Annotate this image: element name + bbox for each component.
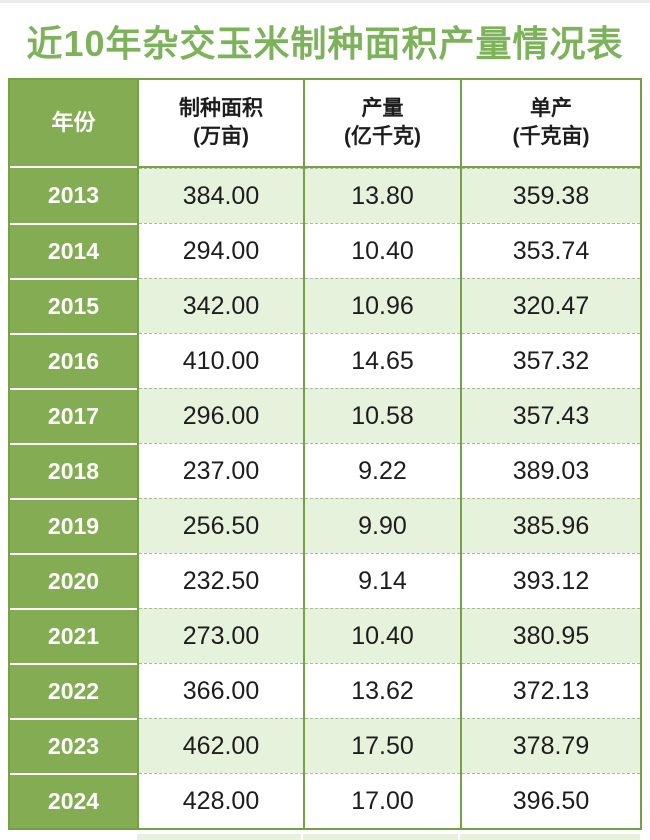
- yield-value: 353.74: [462, 223, 640, 278]
- table-row: 2024 428.00 17.00 396.50: [10, 773, 640, 828]
- yield-value: 389.03: [462, 443, 640, 498]
- area-value: 384.00: [139, 168, 303, 223]
- header-area: 制种面积 (万亩): [137, 80, 303, 168]
- yield-value: 396.50: [462, 773, 640, 828]
- year-cell: 2018: [10, 443, 137, 498]
- area-value: 232.50: [139, 553, 303, 608]
- area-value: 237.00: [139, 443, 303, 498]
- output-value: 10.96: [305, 278, 460, 333]
- next-row-cutoff: [8, 834, 642, 840]
- yield-value: 393.12: [462, 553, 640, 608]
- year-cell: 2014: [10, 223, 137, 278]
- area-value: 462.00: [139, 718, 303, 773]
- header-yield: 单产 (千克亩): [460, 80, 640, 168]
- table-row: 2020 232.50 9.14 393.12: [10, 553, 640, 608]
- output-value: 13.80: [305, 168, 460, 223]
- year-cell: 2023: [10, 718, 137, 773]
- area-value: 256.50: [139, 498, 303, 553]
- yield-value: 359.38: [462, 168, 640, 223]
- area-value: 410.00: [139, 333, 303, 388]
- table-row: 2023 462.00 17.50 378.79: [10, 718, 640, 773]
- year-cell: 2020: [10, 553, 137, 608]
- output-value: 9.22: [305, 443, 460, 498]
- output-value: 13.62: [305, 663, 460, 718]
- yield-value: 357.43: [462, 388, 640, 443]
- page-title: 近10年杂交玉米制种面积产量情况表: [26, 22, 624, 64]
- year-cell: 2024: [10, 773, 137, 828]
- output-value: 10.40: [305, 608, 460, 663]
- header-yield-unit: (千克亩): [512, 125, 590, 148]
- table-row: 2015 342.00 10.96 320.47: [10, 278, 640, 333]
- yield-value: 380.95: [462, 608, 640, 663]
- area-value: 273.00: [139, 608, 303, 663]
- area-value: 428.00: [139, 773, 303, 828]
- header-output: 产量 (亿千克): [303, 80, 460, 168]
- yield-value: 378.79: [462, 718, 640, 773]
- header-area-unit: (万亩): [193, 125, 249, 148]
- table-row: 2022 366.00 13.62 372.13: [10, 663, 640, 718]
- header-output-name: 产量: [361, 96, 404, 120]
- year-cell: 2019: [10, 498, 137, 553]
- header-row: 年份 制种面积 (万亩) 产量 (亿千克) 单产 (千克亩): [10, 80, 640, 168]
- table-row: 2018 237.00 9.22 389.03: [10, 443, 640, 498]
- year-cell: 2022: [10, 663, 137, 718]
- data-table-wrapper: 年份 制种面积 (万亩) 产量 (亿千克) 单产 (千克亩): [8, 78, 642, 830]
- table-row: 2017 296.00 10.58 357.43: [10, 388, 640, 443]
- header-year: 年份: [10, 80, 137, 168]
- yield-value: 372.13: [462, 663, 640, 718]
- data-table: 年份 制种面积 (万亩) 产量 (亿千克) 单产 (千克亩): [10, 80, 640, 828]
- area-value: 296.00: [139, 388, 303, 443]
- year-cell: 2016: [10, 333, 137, 388]
- output-value: 17.50: [305, 718, 460, 773]
- year-cell: 2017: [10, 388, 137, 443]
- output-value: 17.00: [305, 773, 460, 828]
- area-value: 294.00: [139, 223, 303, 278]
- output-value: 9.90: [305, 498, 460, 553]
- area-value: 342.00: [139, 278, 303, 333]
- table-row: 2019 256.50 9.90 385.96: [10, 498, 640, 553]
- output-value: 10.58: [305, 388, 460, 443]
- year-cell: 2013: [10, 168, 137, 223]
- yield-value: 357.32: [462, 333, 640, 388]
- table-row: 2021 273.00 10.40 380.95: [10, 608, 640, 663]
- output-value: 9.14: [305, 553, 460, 608]
- area-value: 366.00: [139, 663, 303, 718]
- header-yield-name: 单产: [530, 96, 572, 120]
- table-card: 近10年杂交玉米制种面积产量情况表 年份 制种面积 (万亩) 产量 (亿千克) …: [0, 3, 650, 840]
- header-area-name: 制种面积: [179, 96, 263, 120]
- page-top-edge: [0, 0, 650, 3]
- output-value: 10.40: [305, 223, 460, 278]
- yield-value: 385.96: [462, 498, 640, 553]
- table-row: 2013 384.00 13.80 359.38: [10, 168, 640, 223]
- output-value: 14.65: [305, 333, 460, 388]
- year-cell: 2015: [10, 278, 137, 333]
- yield-value: 320.47: [462, 278, 640, 333]
- header-output-unit: (亿千克): [344, 125, 421, 148]
- table-row: 2014 294.00 10.40 353.74: [10, 223, 640, 278]
- table-row: 2016 410.00 14.65 357.32: [10, 333, 640, 388]
- year-cell: 2021: [10, 608, 137, 663]
